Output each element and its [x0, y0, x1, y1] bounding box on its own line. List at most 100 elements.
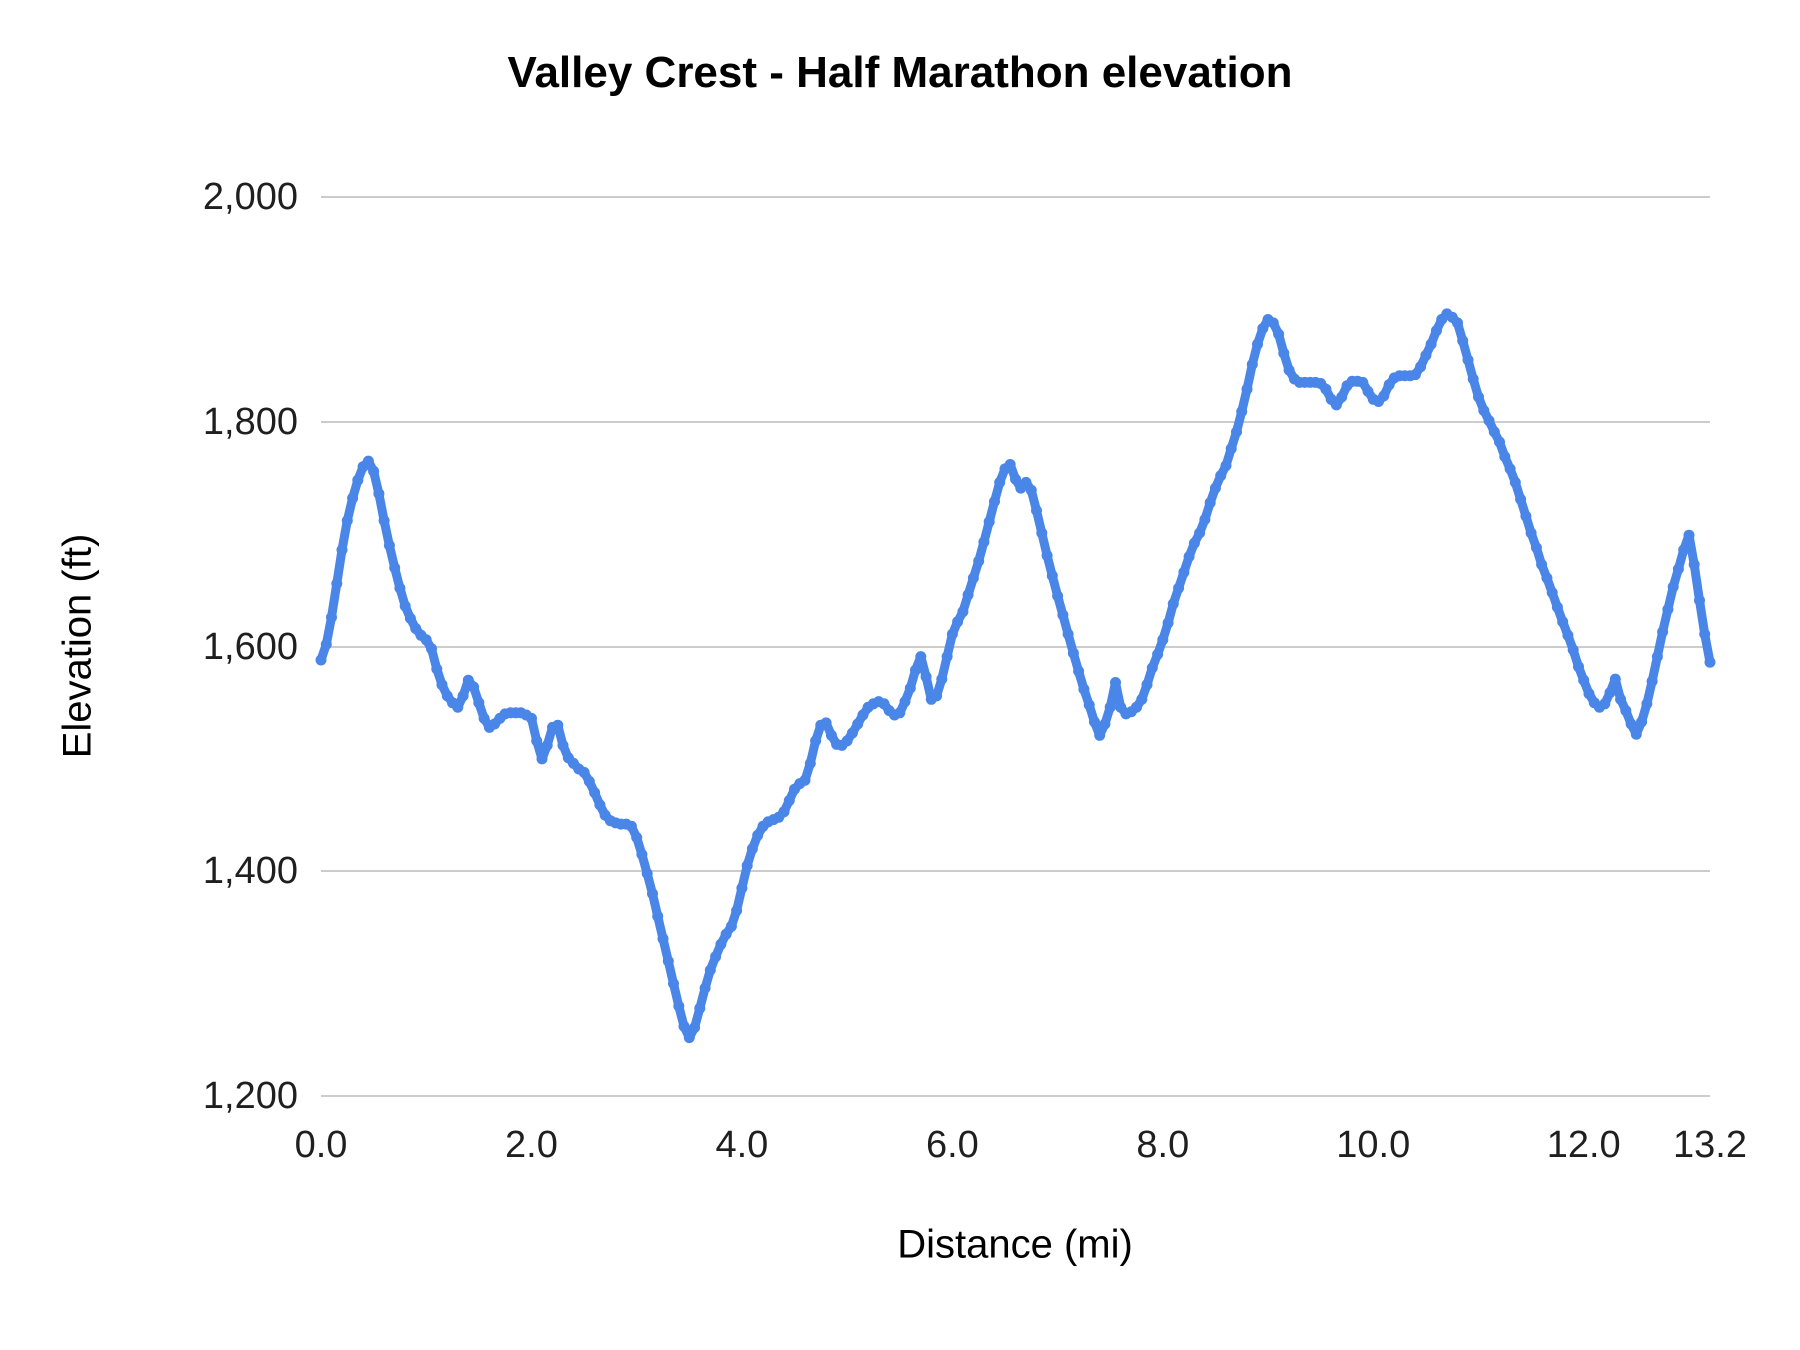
data-point-marker [1688, 559, 1700, 570]
data-point-marker [731, 905, 743, 917]
data-point-marker [1678, 544, 1690, 556]
data-point-marker [1657, 626, 1669, 638]
data-point-marker [852, 718, 864, 730]
data-point-marker [1499, 451, 1511, 463]
data-point-marker [341, 515, 353, 527]
data-point-marker [820, 717, 832, 729]
data-point-marker [1478, 405, 1490, 416]
data-point-marker [352, 474, 364, 486]
data-point-marker [967, 572, 979, 584]
data-point-marker [1546, 587, 1558, 599]
data-point-marker [1083, 699, 1095, 711]
data-point-marker [1273, 328, 1285, 340]
data-point-marker [1488, 426, 1500, 438]
data-point-marker [1667, 581, 1679, 593]
data-point-marker [1578, 674, 1590, 686]
data-point-marker [1541, 572, 1553, 584]
data-point-marker [1515, 493, 1527, 505]
data-point-marker [347, 492, 359, 504]
data-point-marker [989, 496, 1000, 507]
x-tick-label: 4.0 [715, 1124, 769, 1166]
data-point-marker [1604, 687, 1616, 699]
data-point-marker [715, 938, 727, 950]
data-point-marker [857, 709, 869, 721]
data-point-marker [1078, 683, 1090, 695]
data-point-marker [1694, 594, 1705, 606]
data-point-marker [1188, 537, 1200, 549]
data-point-marker [1094, 729, 1106, 741]
data-point-marker [1430, 325, 1442, 337]
data-point-marker [1162, 617, 1174, 629]
data-point-marker [526, 712, 537, 724]
x-tick-label: 0.0 [294, 1124, 348, 1166]
data-point-marker [783, 795, 795, 806]
data-point-marker [904, 682, 916, 694]
data-point-marker [946, 628, 958, 640]
data-point-marker [1504, 463, 1516, 475]
data-point-marker [583, 775, 595, 787]
x-tick-label: 8.0 [1136, 1124, 1190, 1166]
data-point-marker [899, 696, 911, 708]
data-point-marker [404, 612, 416, 624]
data-point-marker [641, 868, 653, 879]
x-tick-label: 12.0 [1546, 1124, 1621, 1166]
data-point-marker [1573, 661, 1584, 673]
data-point-marker [1483, 415, 1495, 427]
data-point-marker [1525, 527, 1537, 539]
data-point-marker [915, 651, 927, 663]
data-point-marker [952, 616, 964, 628]
data-point-marker [1225, 443, 1237, 455]
data-point-marker [1362, 385, 1374, 397]
data-point-marker [394, 582, 406, 594]
data-point-marker [426, 643, 437, 655]
data-point-marker [1599, 698, 1611, 710]
data-point-marker [1062, 628, 1074, 640]
y-tick-label: 1,800 [202, 400, 298, 443]
data-point-marker [668, 978, 679, 990]
data-point-marker [1467, 373, 1479, 385]
data-point-marker [778, 806, 790, 818]
data-point-marker [373, 488, 385, 500]
data-point-marker [1583, 688, 1595, 700]
x-tick-label: 6.0 [925, 1124, 979, 1166]
data-point-marker [1357, 376, 1369, 388]
data-point-marker [420, 634, 432, 646]
data-point-marker [541, 739, 553, 751]
data-point-marker [1167, 598, 1179, 610]
data-point-marker [1336, 391, 1348, 403]
data-point-marker [452, 701, 464, 713]
gridline [321, 870, 1710, 873]
data-point-marker [725, 920, 737, 932]
data-point-marker [1494, 436, 1505, 448]
data-point-marker [1141, 679, 1153, 691]
data-point-marker [746, 843, 758, 855]
data-point-marker [636, 848, 648, 860]
data-point-marker [1267, 317, 1279, 329]
data-point-marker [1231, 426, 1242, 438]
data-point-marker [678, 1020, 690, 1032]
data-point-marker [1041, 550, 1053, 561]
data-point-marker [710, 951, 722, 963]
data-point-marker [1104, 701, 1116, 713]
data-point-marker [331, 578, 343, 590]
data-point-marker [936, 673, 948, 685]
data-point-marker [1183, 551, 1195, 563]
y-tick-label: 1,200 [202, 1075, 298, 1117]
data-point-marker [594, 799, 606, 811]
data-point-marker [941, 651, 953, 663]
data-point-marker [1025, 484, 1037, 496]
data-point-marker [457, 690, 469, 702]
data-point-marker [320, 638, 332, 650]
elevation-series-line [316, 309, 1715, 1043]
data-point-marker [652, 910, 664, 922]
data-point-marker [1462, 354, 1474, 366]
data-point-marker [1204, 497, 1216, 509]
data-point-marker [1236, 406, 1248, 418]
data-point-marker [1283, 364, 1295, 376]
data-point-marker [1241, 383, 1253, 395]
data-point-marker [804, 757, 816, 769]
data-point-marker [694, 1002, 706, 1014]
data-point-marker [1425, 338, 1437, 350]
data-point-marker [1131, 701, 1142, 713]
